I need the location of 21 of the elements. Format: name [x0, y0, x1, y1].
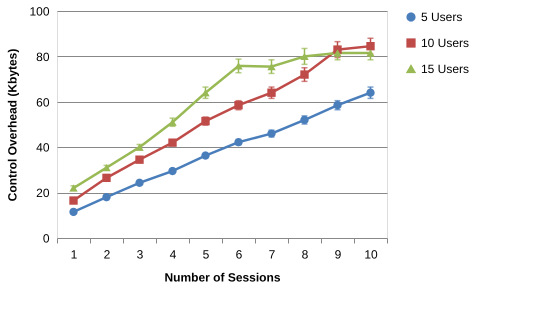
- y-axis-title: Control Overhead (Kbytes): [5, 48, 20, 202]
- legend-label: 10 Users: [421, 36, 470, 50]
- y-tick-label: 0: [42, 232, 50, 246]
- x-axis-title: Number of Sessions: [164, 270, 281, 284]
- legend-label: 15 Users: [421, 62, 470, 76]
- x-tick-label: 8: [302, 248, 309, 262]
- y-tick-label: 40: [36, 140, 50, 155]
- x-tick-label: 4: [170, 248, 177, 262]
- legend-label: 5 Users: [421, 10, 462, 24]
- x-tick-label: 9: [334, 248, 342, 262]
- y-tick-label: 20: [36, 186, 50, 200]
- x-tick-label: 1: [70, 248, 78, 262]
- x-tick-label: 5: [202, 248, 210, 262]
- x-tick-label: 10: [364, 248, 378, 262]
- y-tick-label: 100: [29, 4, 50, 18]
- y-tick-label: 80: [36, 50, 50, 64]
- x-tick-label: 7: [268, 248, 276, 262]
- x-tick-label: 2: [104, 248, 111, 262]
- y-tick-label: 60: [36, 95, 50, 110]
- x-tick-label: 3: [136, 248, 144, 262]
- x-tick-label: 6: [236, 248, 243, 262]
